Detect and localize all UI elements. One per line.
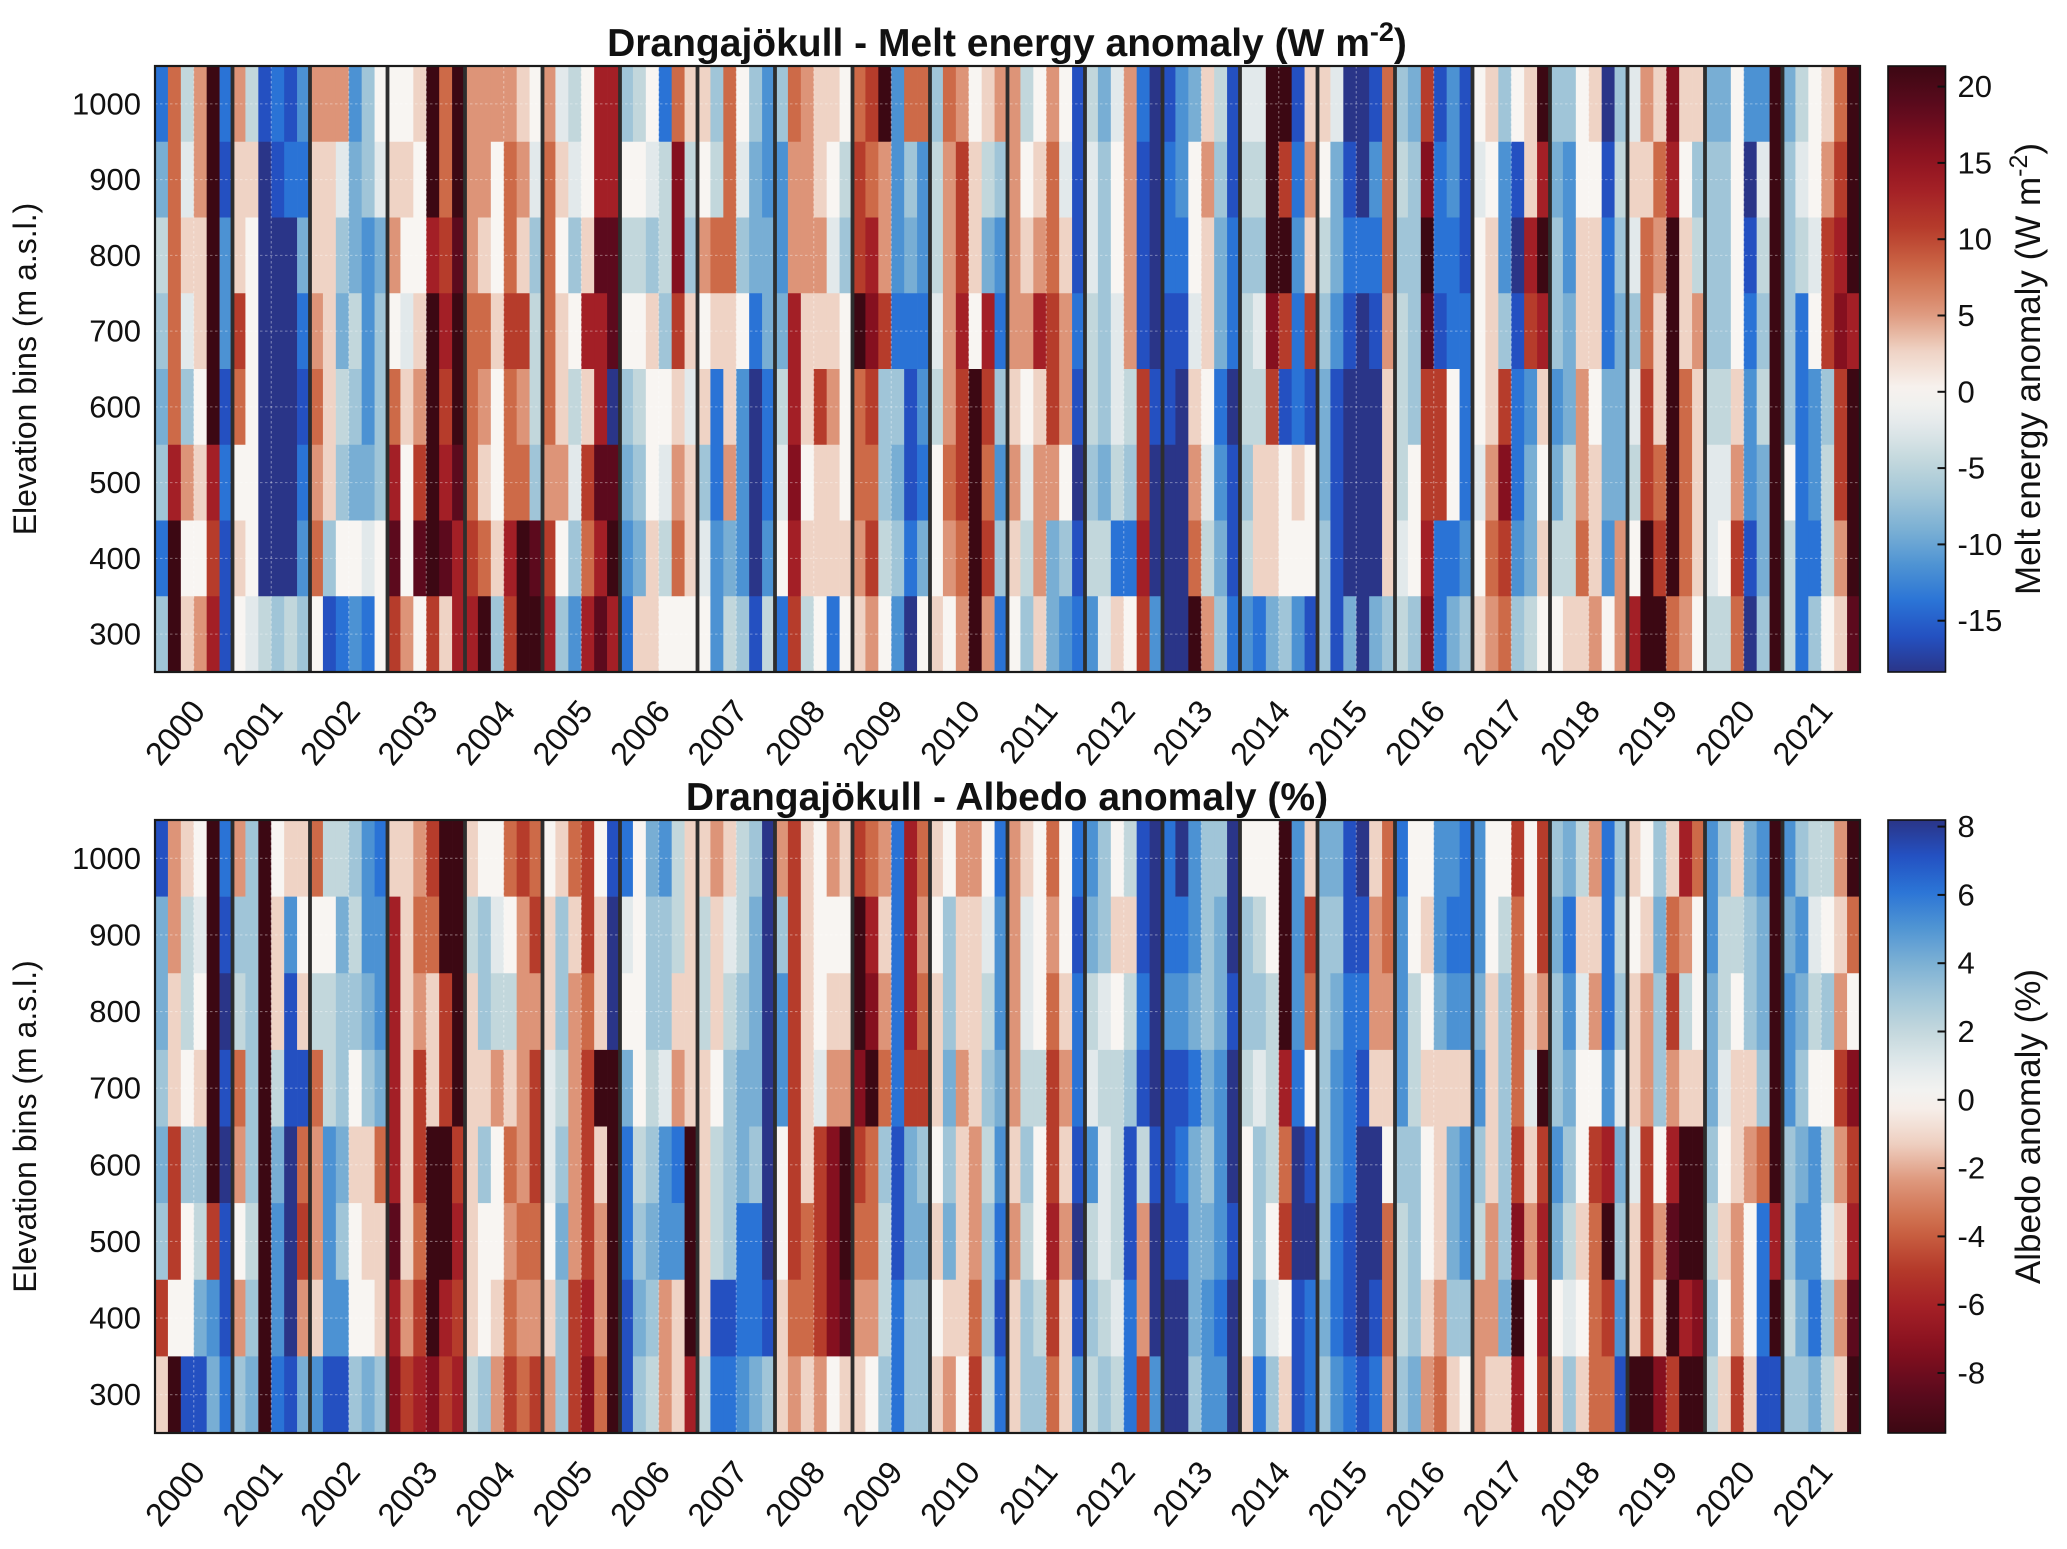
svg-text:800: 800 [89, 238, 141, 273]
svg-text:-2: -2 [1958, 1151, 1986, 1186]
svg-text:Drangajökull - Albedo anomaly: Drangajökull - Albedo anomaly (%) [686, 776, 1328, 819]
svg-text:400: 400 [89, 1301, 141, 1336]
svg-text:Elevation bins (m a.s.l.): Elevation bins (m a.s.l.) [7, 203, 43, 536]
svg-text:300: 300 [89, 1377, 141, 1412]
svg-text:-8: -8 [1958, 1356, 1986, 1391]
svg-text:-15: -15 [1958, 603, 2003, 638]
svg-text:15: 15 [1958, 145, 1992, 180]
svg-text:2: 2 [1958, 1014, 1975, 1049]
svg-text:0: 0 [1958, 374, 1975, 409]
svg-text:-6: -6 [1958, 1287, 1986, 1322]
svg-text:-5: -5 [1958, 451, 1986, 486]
svg-text:10: 10 [1958, 222, 1992, 257]
svg-text:600: 600 [89, 1147, 141, 1182]
svg-text:300: 300 [89, 617, 141, 652]
svg-text:5: 5 [1958, 298, 1975, 333]
svg-text:1000: 1000 [72, 841, 141, 876]
svg-text:4: 4 [1958, 946, 1975, 981]
svg-text:8: 8 [1958, 809, 1975, 844]
svg-text:Elevation bins (m a.s.l.): Elevation bins (m a.s.l.) [7, 960, 43, 1293]
svg-text:700: 700 [89, 1071, 141, 1106]
svg-text:900: 900 [89, 162, 141, 197]
svg-text:700: 700 [89, 314, 141, 349]
svg-text:400: 400 [89, 541, 141, 576]
svg-text:1000: 1000 [72, 86, 141, 121]
svg-text:600: 600 [89, 389, 141, 424]
svg-text:500: 500 [89, 1224, 141, 1259]
svg-text:900: 900 [89, 917, 141, 952]
svg-text:500: 500 [89, 465, 141, 500]
svg-text:20: 20 [1958, 69, 1992, 104]
svg-text:6: 6 [1958, 877, 1975, 912]
svg-text:800: 800 [89, 994, 141, 1029]
svg-text:Melt energy anomaly (W m-2): Melt energy anomaly (W m-2) [2005, 143, 2048, 595]
svg-text:-10: -10 [1958, 527, 2003, 562]
svg-text:Albedo anomaly (%): Albedo anomaly (%) [2009, 969, 2048, 1284]
svg-text:-4: -4 [1958, 1219, 1986, 1254]
svg-text:0: 0 [1958, 1082, 1975, 1117]
svg-text:Drangajökull - Melt energy ano: Drangajökull - Melt energy anomaly (W m-… [607, 17, 1407, 65]
